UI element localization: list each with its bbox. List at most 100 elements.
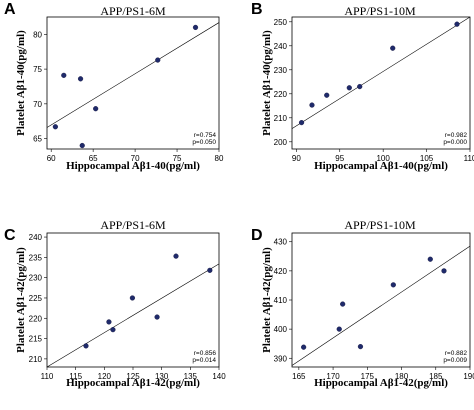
x-tick-label-b-2: 100 (376, 154, 390, 163)
y-tick-label-c-1: 215 (29, 335, 43, 344)
x-tick-label-c-6: 140 (212, 372, 226, 381)
y-tick-label-d-4: 430 (274, 238, 288, 247)
data-point-d-2 (340, 301, 346, 307)
data-point-c-6 (207, 267, 213, 273)
x-tick-label-a-0: 60 (47, 154, 56, 163)
x-tick-label-b-0: 90 (292, 154, 301, 163)
data-point-a-0 (52, 124, 58, 130)
fit-line-c (46, 263, 220, 368)
x-tick-label-d-5: 190 (463, 372, 474, 381)
x-tick-label-c-0: 110 (41, 372, 54, 381)
y-tick-label-c-2: 220 (29, 314, 43, 323)
data-point-d-5 (427, 256, 433, 262)
data-point-d-4 (390, 282, 396, 288)
x-tick-label-c-5: 135 (184, 372, 198, 381)
x-tick-label-a-2: 70 (131, 154, 140, 163)
panel-letter-c: C (4, 227, 16, 244)
y-axis-label-b: Platelet Aβ1-40(pg/ml) (261, 30, 273, 136)
fit-line-d (291, 245, 471, 366)
y-tick-label-c-0: 210 (29, 355, 43, 364)
x-axis-label-a: Hippocampal Aβ1-40(pg/ml) (66, 160, 200, 172)
panel-letter-b: B (251, 1, 263, 18)
y-tick-label-c-6: 240 (29, 233, 43, 242)
data-point-c-5 (173, 253, 179, 259)
data-point-b-3 (346, 85, 352, 91)
data-point-c-1 (106, 319, 112, 325)
y-tick-label-b-3: 230 (274, 66, 288, 75)
y-tick-label-b-5: 250 (274, 18, 288, 27)
data-point-c-3 (129, 295, 136, 301)
panel-title-d: APP/PS1-10M (344, 218, 416, 232)
x-tick-label-b-3: 105 (420, 154, 434, 163)
y-tick-label-a-2: 75 (33, 65, 42, 74)
y-tick-label-c-4: 230 (29, 274, 43, 283)
data-point-d-3 (357, 344, 364, 350)
fit-line-b (291, 16, 471, 129)
data-point-b-0 (298, 119, 305, 126)
x-tick-label-b-4: 110 (464, 154, 474, 163)
stat-label-c-0: r=0.856 (194, 350, 217, 357)
y-tick-label-b-4: 240 (274, 42, 288, 51)
y-tick-label-c-5: 235 (29, 253, 43, 262)
y-tick-label-d-3: 420 (274, 267, 288, 276)
plot-area-d (291, 232, 471, 368)
stat-label-b-1: p=0.000 (443, 139, 467, 146)
data-point-a-1 (61, 72, 67, 78)
panel-title-c: APP/PS1-6M (100, 218, 166, 232)
data-point-d-0 (301, 344, 307, 350)
x-axis-label-d: Hippocampal Aβ1-42(pg/ml) (314, 377, 448, 389)
x-tick-label-d-3: 180 (395, 372, 409, 381)
y-axis-label-d: Platelet Aβ1-42(pg/ml) (261, 247, 273, 353)
y-tick-label-b-0: 200 (274, 138, 288, 147)
y-tick-label-a-3: 80 (33, 30, 42, 39)
x-tick-label-b-1: 95 (335, 154, 344, 163)
panel-letter-a: A (4, 1, 16, 18)
panel-letter-d: D (251, 227, 263, 244)
data-point-c-4 (154, 314, 160, 320)
y-tick-label-c-3: 225 (29, 294, 43, 303)
stat-label-a-0: r=0.754 (194, 132, 217, 139)
panel-title-a: APP/PS1-6M (100, 4, 166, 18)
data-point-b-5 (390, 45, 396, 51)
plot-area-a (46, 16, 220, 150)
data-point-d-6 (441, 268, 447, 274)
x-tick-label-a-4: 80 (215, 154, 224, 163)
x-tick-label-a-3: 75 (173, 154, 182, 163)
y-tick-label-d-2: 410 (274, 296, 288, 305)
data-point-a-5 (155, 57, 161, 63)
panel-title-b: APP/PS1-10M (344, 4, 416, 18)
x-tick-label-d-1: 170 (326, 372, 340, 381)
x-tick-label-c-2: 120 (98, 372, 112, 381)
stat-label-b-0: r=0.982 (445, 132, 468, 139)
y-tick-label-d-1: 400 (274, 325, 288, 334)
plot-area-b (291, 16, 471, 150)
data-point-d-1 (336, 326, 342, 332)
stat-label-d-0: r=0.882 (445, 350, 468, 357)
y-tick-label-d-0: 390 (274, 354, 288, 363)
x-axis-label-b: Hippocampal Aβ1-40(pg/ml) (314, 160, 448, 172)
x-tick-label-d-4: 185 (429, 372, 443, 381)
data-point-a-2 (77, 76, 84, 82)
y-tick-label-b-2: 220 (274, 90, 288, 99)
y-axis-label-a: Platelet Aβ1-40(pg/ml) (15, 30, 27, 136)
x-tick-label-c-3: 125 (126, 372, 140, 381)
data-point-b-1 (309, 102, 315, 108)
x-tick-label-d-0: 165 (292, 372, 306, 381)
data-point-a-6 (192, 24, 199, 31)
x-tick-label-a-1: 65 (89, 154, 98, 163)
data-point-a-4 (93, 106, 99, 112)
x-tick-label-d-2: 175 (361, 372, 375, 381)
y-tick-label-a-1: 70 (33, 100, 42, 109)
y-axis-label-c: Platelet Aβ1-42(pg/ml) (15, 247, 27, 353)
data-point-c-2 (110, 327, 116, 333)
x-tick-label-c-1: 115 (69, 372, 82, 381)
data-point-c-0 (83, 343, 89, 349)
data-point-b-6 (454, 21, 460, 27)
stat-label-d-1: p=0.009 (443, 357, 467, 364)
stat-label-c-1: p=0.014 (192, 357, 216, 364)
data-point-b-2 (324, 92, 330, 98)
x-axis-label-c: Hippocampal Aβ1-42(pg/ml) (66, 377, 200, 389)
x-tick-label-c-4: 130 (155, 372, 169, 381)
y-tick-label-a-0: 65 (33, 135, 42, 144)
